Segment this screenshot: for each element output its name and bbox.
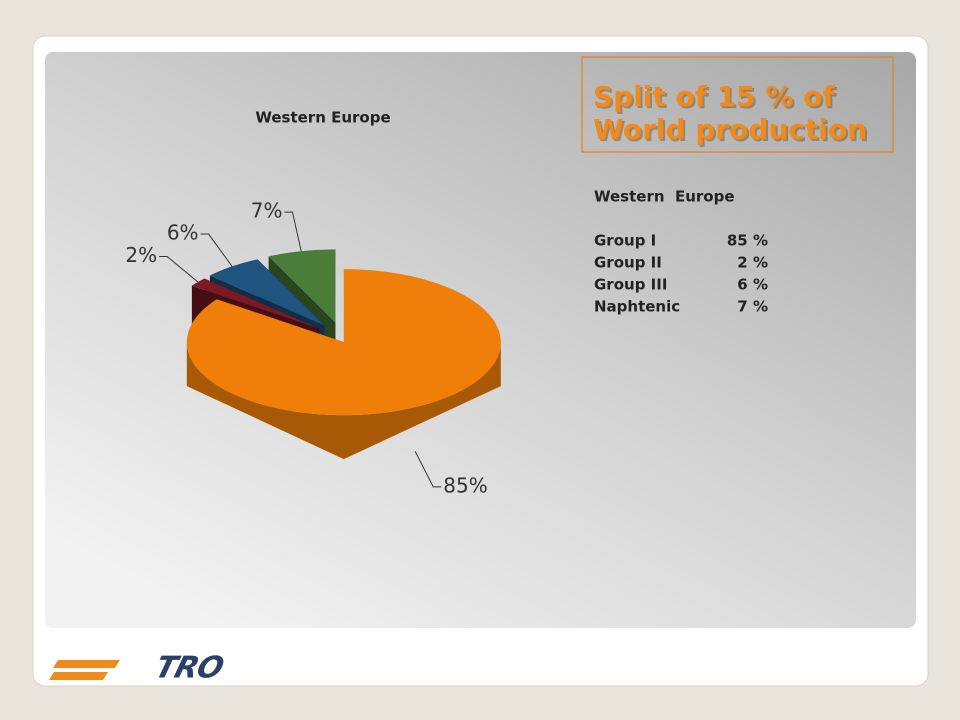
logo-stripes [49, 660, 120, 680]
summary-name: Group II [594, 254, 662, 272]
data-label: 7% [251, 199, 283, 223]
leader-line [414, 450, 442, 488]
slice [186, 269, 501, 416]
summary: Group I 85 % Group II 2 % Group III 6 % Naphte… [594, 232, 768, 316]
summary-title: Western Europe [594, 188, 735, 206]
chart-title: Western Europe [255, 109, 390, 127]
slice [191, 278, 319, 329]
summary-value: 2 % [737, 254, 768, 272]
logo-text: TRO [151, 651, 226, 685]
leader-line [200, 233, 233, 267]
heading-line: World production [593, 113, 867, 146]
logo: TRO [49, 651, 227, 685]
heading-line: Split of 15 % of [593, 80, 835, 113]
leader-line [159, 255, 199, 283]
data-label: 6% [167, 221, 199, 245]
data-label: 85% [443, 473, 487, 497]
data-label: 2% [125, 243, 157, 267]
summary-name: Naphtenic [594, 298, 680, 316]
summary-name: Group I [594, 232, 656, 250]
heading-shadow: Split of 15 % of [595, 82, 837, 115]
summary-value: 85 % [727, 232, 768, 250]
heading-box [581, 56, 894, 153]
summary-value: 7 % [737, 298, 768, 316]
slice [268, 249, 336, 323]
slice [209, 259, 325, 326]
heading-shadow: World production [595, 115, 869, 148]
summary-value: 6 % [737, 276, 768, 294]
slice-side [186, 342, 501, 460]
summary-name: Group III [594, 276, 667, 294]
heading: Split of 15 % of World production Split … [593, 80, 869, 148]
pie: 85% 2% 6% 7% [125, 199, 501, 497]
leader-line [284, 211, 302, 252]
